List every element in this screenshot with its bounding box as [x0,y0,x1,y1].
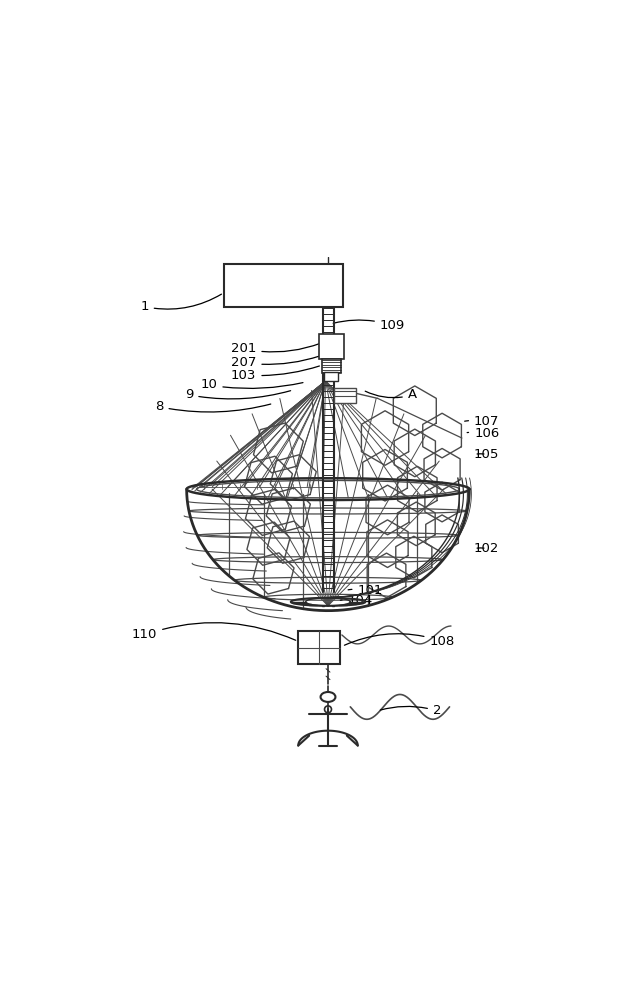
Text: 106: 106 [467,427,499,440]
FancyBboxPatch shape [319,334,344,359]
Text: 10: 10 [200,378,303,391]
FancyBboxPatch shape [298,631,340,664]
Ellipse shape [321,692,335,702]
Text: 105: 105 [474,448,499,461]
Text: 9: 9 [185,388,291,401]
Text: 104: 104 [340,594,373,607]
Text: 1: 1 [140,294,221,313]
Text: 2: 2 [380,704,442,717]
Text: 107: 107 [465,415,499,428]
Text: 109: 109 [333,319,405,332]
Text: 101: 101 [348,584,383,597]
Text: 110: 110 [132,623,296,641]
Text: 103: 103 [231,366,319,382]
Text: 207: 207 [231,356,319,369]
Text: 102: 102 [474,542,499,555]
Text: 108: 108 [344,634,454,648]
FancyBboxPatch shape [324,372,338,381]
Text: A: A [365,388,417,401]
FancyBboxPatch shape [334,388,356,403]
Text: 201: 201 [231,342,321,355]
FancyBboxPatch shape [224,264,343,307]
Text: 8: 8 [155,400,271,413]
FancyBboxPatch shape [322,359,341,373]
